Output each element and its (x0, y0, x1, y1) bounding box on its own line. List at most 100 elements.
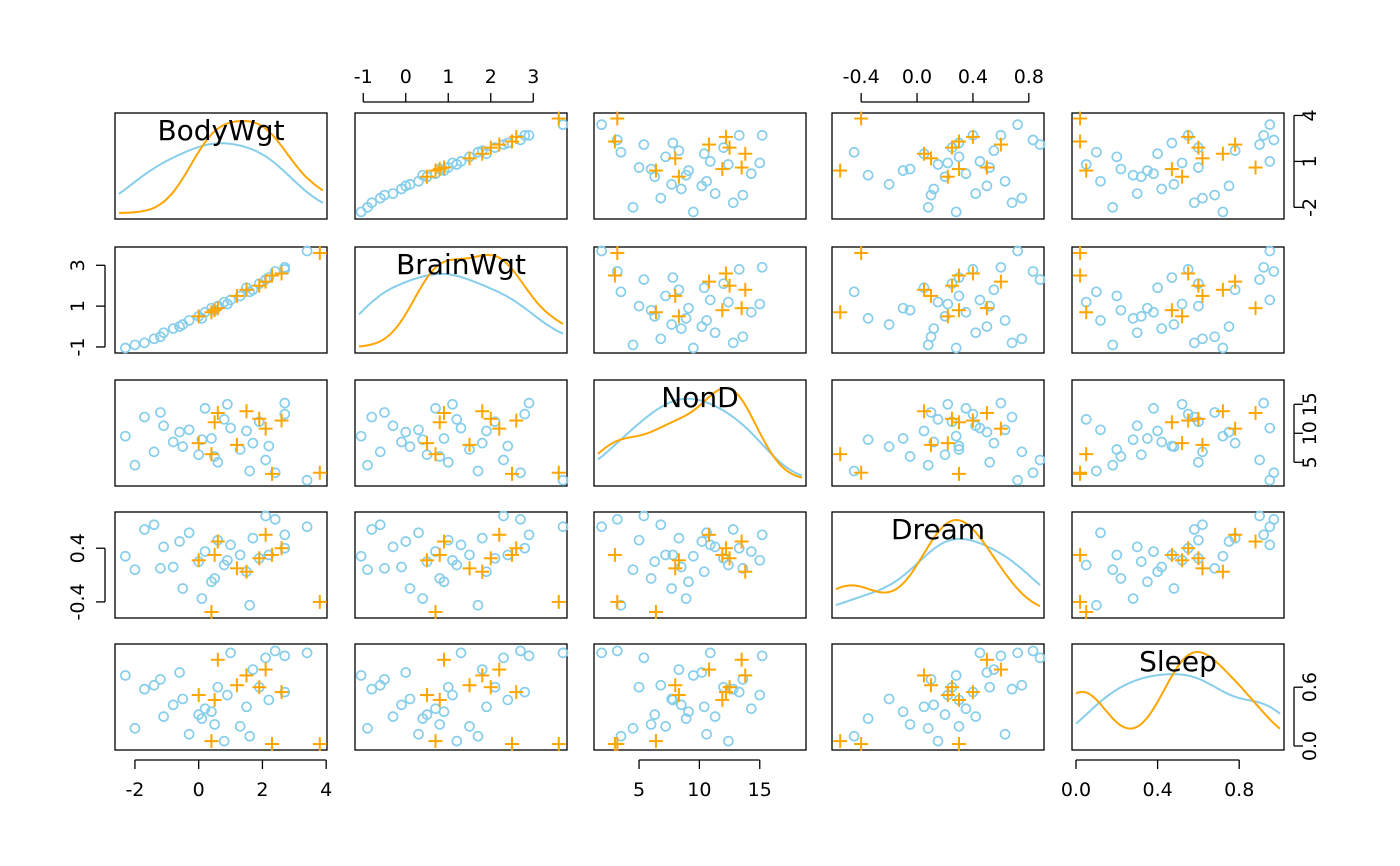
point-0-1-g0-0 (557, 119, 569, 131)
point-0-2-g1-4 (738, 146, 753, 161)
point-4-0-g1-6 (210, 652, 225, 667)
bottom-tick-label-2-0: 5 (633, 779, 645, 801)
point-4-3-g0-11 (984, 681, 996, 693)
panel-3-0 (114, 511, 328, 619)
point-3-2-g1-1 (607, 547, 622, 562)
point-3-0-g0-17 (167, 561, 179, 573)
point-0-4-g1-4 (1215, 146, 1230, 161)
point-0-2-g1-7 (648, 163, 663, 178)
right-tick-label-2-2: 15 (1299, 392, 1321, 416)
point-2-1-g0-2 (519, 408, 531, 420)
point-0-2-g1-8 (671, 169, 686, 184)
point-1-3-g0-29 (925, 331, 937, 343)
point-4-2-g0-25 (680, 713, 692, 724)
point-4-3-g1-4 (917, 668, 932, 683)
point-0-4-g0-0 (1264, 119, 1276, 131)
panel-0-3 (831, 112, 1045, 220)
point-0-2-g0-17 (675, 183, 687, 195)
point-3-2-g1-2 (702, 527, 717, 542)
point-4-3-g1-6 (979, 652, 994, 667)
point-3-1-g0-26 (400, 536, 412, 547)
point-0-1-g0-18 (387, 188, 399, 199)
point-3-4-g0-1 (1258, 529, 1270, 541)
point-2-0-g1-10 (207, 415, 222, 430)
point-3-4-g1-1 (1073, 547, 1088, 562)
point-0-4-g1-0 (1073, 111, 1088, 126)
point-1-2-g0-25 (680, 313, 692, 324)
point-0-3-g0-21 (922, 201, 934, 213)
point-0-4-g0-1 (1258, 130, 1270, 141)
point-1-3-g1-0 (854, 246, 869, 261)
point-0-4-g0-28 (1115, 163, 1127, 175)
point-4-2-g1-1 (607, 737, 622, 752)
point-3-2-g0-18 (709, 541, 721, 553)
bottom-tick-label-0-0: -2 (125, 779, 144, 801)
point-0-1-g1-9 (509, 129, 524, 144)
bottom-tick-label-4-1: 0.4 (1142, 779, 1172, 801)
point-3-2-g0-24 (754, 554, 766, 566)
point-2-4-g0-17 (1156, 436, 1168, 448)
point-4-0-g0-24 (222, 689, 233, 701)
point-2-1-g0-10 (451, 414, 463, 425)
point-2-4-g0-7 (1152, 425, 1163, 437)
point-4-0-g0-11 (212, 681, 224, 693)
point-4-3-g1-5 (924, 678, 939, 693)
point-4-0-g0-15 (183, 728, 195, 740)
point-4-2-g1-6 (734, 652, 749, 667)
point-1-2-g1-7 (648, 305, 663, 320)
point-1-2-g0-0 (596, 245, 607, 257)
point-1-0-g1-1 (265, 268, 279, 283)
point-4-2-g0-23 (615, 730, 627, 742)
point-2-3-g0-4 (1034, 454, 1046, 466)
point-0-2-g1-3 (722, 140, 737, 155)
point-0-4-g0-23 (1091, 146, 1102, 158)
point-3-2-g0-16 (666, 583, 677, 594)
point-4-0-g0-17 (167, 699, 179, 711)
point-2-1-g1-7 (428, 447, 443, 462)
point-2-3-g0-22 (950, 430, 962, 442)
panel-2-1 (354, 379, 568, 487)
point-1-3-g0-23 (848, 286, 860, 298)
point-1-4-g0-9 (1264, 294, 1276, 306)
point-0-4-g0-29 (1209, 189, 1221, 201)
point-2-0-g1-9 (274, 413, 289, 428)
point-4-1-g0-29 (379, 674, 390, 685)
point-3-1-g0-20 (366, 524, 378, 535)
point-3-2-g0-8 (660, 549, 671, 561)
point-4-3-g0-21 (922, 723, 934, 734)
point-1-2-g0-10 (723, 296, 734, 308)
point-3-4-g0-18 (1131, 541, 1143, 553)
point-3-0-g0-29 (155, 563, 166, 574)
point-2-0-g1-6 (210, 405, 225, 420)
point-4-3-g0-28 (904, 719, 916, 730)
point-0-2-g0-0 (596, 119, 607, 131)
left-tick-label-1-2: 3 (67, 259, 89, 271)
point-2-4-g1-6 (1248, 405, 1263, 420)
point-0-1-g0-29 (379, 189, 390, 201)
point-3-1-g0-0 (557, 521, 569, 533)
panel-4-4 (1071, 643, 1285, 751)
point-4-3-g0-18 (970, 711, 982, 722)
point-3-4-g0-8 (1111, 549, 1123, 561)
point-1-3-g0-1 (995, 261, 1007, 273)
point-2-1-g1-2 (492, 421, 507, 436)
point-3-4-g0-9 (1264, 539, 1276, 551)
diag-label-3: Dream (891, 513, 985, 546)
point-2-4-g1-4 (1215, 404, 1230, 419)
bottom-tick-label-2-2: 15 (748, 779, 772, 801)
point-2-4-g1-3 (1191, 411, 1206, 426)
diag-label-2: NonD (661, 381, 738, 414)
point-1-2-g0-7 (698, 282, 710, 294)
point-0-4-g0-15 (1095, 175, 1106, 187)
point-1-2-g1-10 (715, 303, 730, 318)
point-3-4-g0-20 (1188, 524, 1200, 535)
point-3-2-g1-8 (671, 553, 686, 568)
point-1-2-g0-26 (696, 321, 708, 332)
point-0-2-g0-23 (615, 146, 627, 158)
panel-3-4 (1071, 511, 1285, 619)
point-0-2-g1-5 (668, 151, 683, 166)
point-4-1-g0-4 (498, 652, 509, 664)
point-2-3-g0-13 (960, 403, 972, 414)
point-4-2-g0-4 (638, 652, 650, 664)
point-2-3-g0-6 (988, 437, 1000, 449)
